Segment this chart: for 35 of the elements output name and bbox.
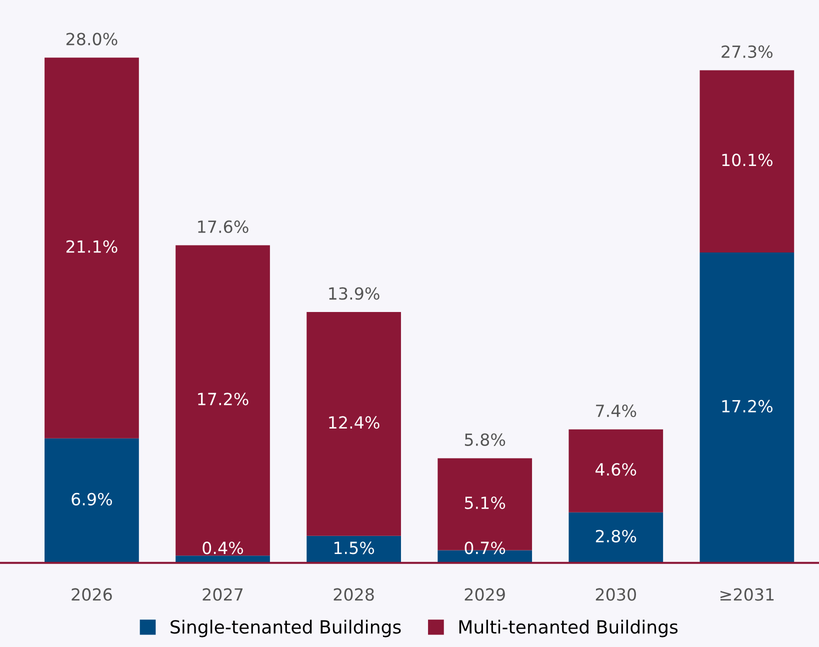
- x-tick-label: 2030: [596, 588, 636, 601]
- total-label: 7.4%: [596, 404, 636, 418]
- total-label: 5.8%: [464, 433, 506, 446]
- legend-label: Single-tenanted Buildings: [170, 620, 401, 638]
- bar: [568, 429, 664, 512]
- bar: [176, 245, 270, 556]
- bar: [700, 70, 794, 253]
- bar: [44, 438, 139, 563]
- bar: [568, 512, 664, 563]
- data-label: 2.8%: [596, 530, 636, 542]
- data-label: 12.4%: [329, 416, 380, 429]
- data-label: 6.9%: [72, 492, 112, 506]
- total-label: 27.3%: [722, 45, 772, 58]
- x-tick-label: 2028: [334, 588, 374, 601]
- data-label: 4.6%: [596, 463, 636, 476]
- bar: [306, 536, 401, 563]
- data-label: 1.5%: [334, 542, 374, 554]
- legend-label: Multi-tenanted Buildings: [459, 620, 678, 638]
- bar: [700, 252, 794, 563]
- total-label: 13.9%: [329, 287, 380, 300]
- x-tick-label: 2029: [464, 588, 505, 601]
- data-label: 21.1%: [66, 240, 118, 253]
- bar: [176, 556, 270, 563]
- data-label: 5.1%: [464, 496, 506, 510]
- total-label: 28.0%: [66, 32, 118, 46]
- data-label: 10.1%: [722, 154, 772, 166]
- total-label: 17.6%: [198, 220, 248, 234]
- bar: [306, 312, 401, 536]
- data-label: 17.2%: [722, 400, 772, 413]
- x-tick-label: 2027: [202, 588, 243, 601]
- data-label: 0.4%: [202, 542, 244, 554]
- x-tick-label: 2026: [72, 588, 112, 601]
- x-tick-label: ≥2031: [720, 588, 774, 601]
- bar: [44, 58, 139, 438]
- data-label: 17.2%: [198, 392, 248, 406]
